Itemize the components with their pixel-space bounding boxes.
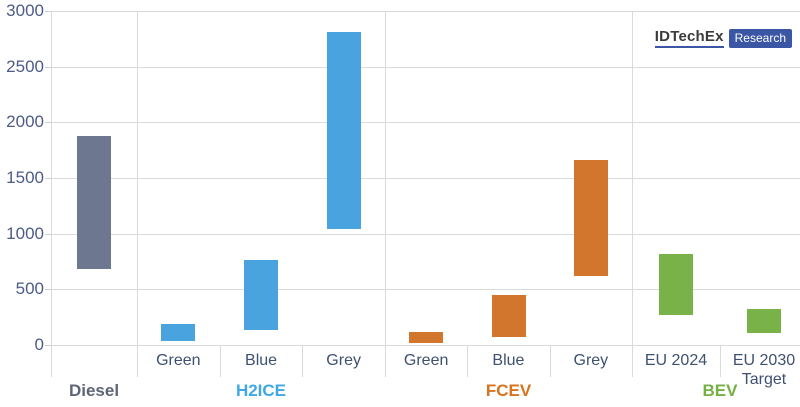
y-axis-tick-500 — [45, 289, 51, 290]
y-axis-tick-1500 — [45, 177, 51, 179]
y-axis-tick-2500 — [45, 66, 51, 68]
y-axis-label-500: 500 — [15, 279, 44, 298]
category-label-green: Green — [403, 352, 449, 369]
y-axis-label-1000: 1000 — [6, 223, 44, 243]
y-axis-label-3000: 3000 — [6, 1, 44, 21]
idtechex-research-badge: Research — [728, 28, 792, 48]
category-label-blue: Blue — [492, 352, 525, 369]
gridline-3000 — [51, 11, 800, 13]
y-axis-tick-2000 — [45, 122, 51, 124]
group-label-bev: BEV — [702, 381, 738, 400]
group-label-diesel: Diesel — [68, 381, 120, 400]
bar-diesel-range — [77, 136, 111, 269]
bar-h2ice-grey — [326, 31, 361, 230]
idtechex-logo: IDTechEx Research — [654, 28, 792, 48]
category-label-eu-2030-target: EU 2030 Target — [732, 352, 796, 388]
category-label-grey: Grey — [326, 352, 361, 369]
gridline-2000 — [51, 122, 800, 124]
gridline-500 — [51, 289, 800, 290]
bar-fcev-grey — [573, 160, 608, 276]
gridline-0 — [51, 344, 800, 346]
y-axis-tick-3000 — [45, 11, 51, 13]
y-axis-label-2000: 2000 — [6, 112, 44, 132]
category-label-grey: Grey — [573, 352, 609, 369]
bar-fcev-blue — [491, 294, 526, 337]
y-axis-label-0: 0 — [34, 334, 44, 354]
group-label-fcev: FCEV — [485, 381, 532, 400]
bar-fcev-green — [409, 331, 444, 343]
y-axis-tick-0 — [45, 344, 51, 346]
bar-h2ice-blue — [244, 260, 278, 331]
category-tick-line — [302, 344, 304, 377]
category-tick-line — [467, 344, 469, 377]
category-tick-line — [549, 344, 551, 377]
gridline-1000 — [51, 233, 800, 235]
y-axis-label-2500: 2500 — [6, 56, 44, 76]
y-axis-label-1500: 1500 — [6, 167, 44, 187]
group-separator-line — [385, 11, 386, 377]
group-separator-line — [632, 11, 633, 377]
gridline-1500 — [51, 177, 800, 179]
category-label-green: Green — [156, 352, 201, 369]
category-tick-line — [720, 344, 721, 377]
category-label-blue: Blue — [245, 352, 278, 369]
group-label-h2ice: H2ICE — [235, 381, 287, 400]
bar-bev-eu-2024 — [659, 254, 693, 316]
category-tick-line — [219, 344, 221, 377]
idtechex-brand-text: IDTechEx — [654, 28, 724, 48]
y-axis-tick-1000 — [45, 233, 51, 235]
group-separator-line — [137, 11, 138, 377]
bar-h2ice-green — [161, 324, 196, 342]
gridline-2500 — [51, 66, 800, 68]
y-axis-line — [51, 11, 52, 377]
bar-bev-eu-2030-target — [747, 309, 781, 334]
category-label-eu-2024: EU 2024 — [644, 352, 708, 369]
